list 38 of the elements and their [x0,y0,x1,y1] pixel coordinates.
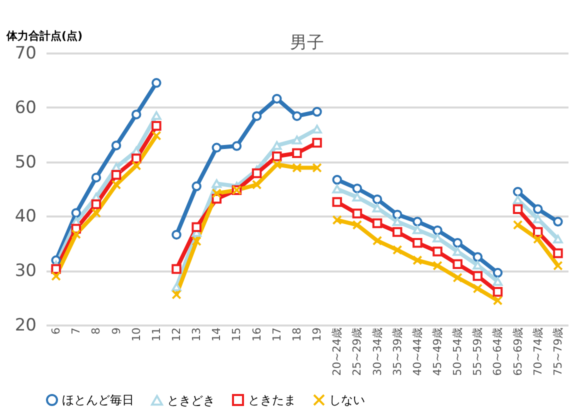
x-tick-label: 60~64歳 [491,328,504,376]
x-tick-label: 65~69歳 [511,328,524,376]
y-tick-label: 40 [14,206,36,227]
x-tick-label: 45~49歳 [431,328,444,376]
x-tick-label: 14 [210,328,224,342]
x-tick-label: 9 [110,328,123,334]
x-tick-label: 13 [190,328,204,342]
x-tick-label: 11 [150,328,163,342]
x-tick-label: 17 [270,328,284,342]
legend-label: ほとんど毎日 [62,393,134,407]
y-tick-label: 50 [14,152,36,172]
x-tick-label: 12 [170,328,183,342]
x-tick-label: 16 [250,328,264,342]
y-tick-label: 20 [14,316,36,336]
y-tick-label: 70 [14,44,36,64]
x-tick-label: 7 [70,328,83,334]
x-tick-label: 30~34歳 [370,328,384,376]
x-tick-label: 18 [290,328,304,342]
x-tick-label: 70~74歳 [531,328,544,376]
x-tick-label: 40~44歳 [410,328,424,376]
x-tick-label: 6 [50,328,63,334]
y-axis-title: 体力合計点(点) [6,30,83,42]
x-tick-label: 15 [230,328,244,342]
x-tick-label: 25~29歳 [350,328,364,376]
x-tick-label: 75~79歳 [551,328,564,376]
x-tick-label: 8 [90,328,103,334]
legend-label: ときたま [248,393,296,407]
y-tick-label: 60 [14,98,36,118]
x-tick-label: 55~59歳 [471,328,484,376]
y-tick-label: 30 [14,261,36,282]
x-tick-label: 20~24歳 [330,328,344,376]
x-tick-label: 10 [130,328,143,342]
legend-label: ときどき [167,393,215,408]
legend-label: しない [329,393,365,407]
x-tick-label: 19 [310,328,324,342]
x-tick-label: 35~39歳 [390,328,404,376]
x-tick-label: 50~54歳 [451,328,464,376]
chart-title: 男子 [290,33,324,53]
